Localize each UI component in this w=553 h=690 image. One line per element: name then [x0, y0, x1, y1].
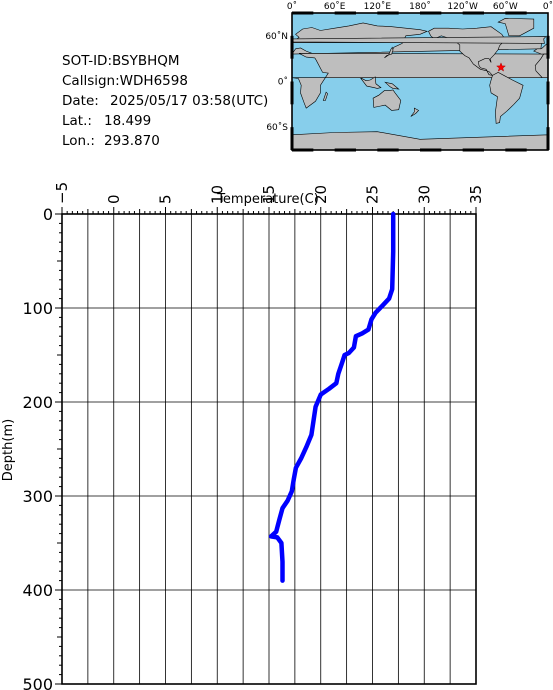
date-label: Date:	[62, 93, 99, 109]
plot-grid	[61, 213, 477, 685]
land-mass	[291, 36, 547, 44]
y-tick-label: 200	[22, 393, 53, 412]
land-mass	[372, 89, 402, 111]
x-tick-label: 25	[364, 185, 382, 204]
x-tick-label: 35	[467, 185, 485, 204]
temperature-profile	[268, 211, 396, 583]
info-callsign: Callsign:WDH6598	[62, 73, 188, 89]
lat-value: 18.499	[104, 113, 152, 129]
info-lon: Lon.: 293.870	[62, 133, 160, 149]
map-lon-label: 60˚W	[493, 1, 518, 12]
callsign-label: Callsign:	[62, 73, 120, 89]
y-tick-label: 500	[22, 675, 53, 690]
map-lon-label: 180˚	[409, 1, 431, 12]
axis-ticks	[55, 207, 477, 685]
sot-id-value: BSYBHQM	[112, 53, 180, 69]
y-tick-label: 100	[22, 299, 53, 318]
lat-label: Lat.:	[62, 113, 92, 129]
x-tick-label: 0	[105, 194, 123, 204]
land-mass	[384, 46, 394, 59]
x-tick-label: 15	[260, 185, 278, 204]
map-lon-label: 0˚	[543, 1, 553, 12]
info-lat: Lat.: 18.499	[62, 113, 151, 129]
map-lon-label: 120˚E	[364, 1, 392, 12]
y-tick-label: 0	[43, 205, 53, 224]
x-tick-label: −5	[53, 182, 71, 204]
sot-id-label: SOT-ID:	[62, 53, 112, 69]
x-tick-label: 30	[415, 185, 433, 204]
x-tick-label: 10	[208, 185, 226, 204]
land-mass	[489, 72, 524, 124]
lon-label: Lon.:	[62, 133, 95, 149]
y-axis-title: Depth(m)	[1, 419, 16, 481]
y-tick-label: 400	[22, 581, 53, 600]
temperature-series-line	[268, 211, 396, 583]
land-mass	[384, 81, 400, 90]
map-lon-label: 60˚E	[324, 1, 346, 12]
y-tick-label: 300	[22, 487, 53, 506]
info-date: Date: 2025/05/17 03:58(UTC)	[62, 93, 268, 109]
x-axis-title: Temperature(C)	[216, 192, 319, 207]
info-sot-id: SOT-ID:BSYBHQM	[62, 53, 180, 69]
map-lat-label: 60˚N	[265, 31, 288, 42]
position-star-icon	[496, 62, 506, 72]
land-mass	[360, 76, 382, 89]
map-lon-label: 120˚W	[447, 1, 478, 12]
map-lat-label: 0˚	[278, 77, 288, 88]
x-tick-label: 20	[312, 185, 330, 204]
land-mass	[410, 107, 420, 117]
land-mass	[497, 17, 535, 37]
map-lat-label: 60˚S	[266, 122, 288, 133]
map-lon-label: 0˚	[287, 1, 297, 12]
land-mass	[322, 91, 328, 101]
x-tick-label: 5	[157, 194, 175, 204]
lon-value: 293.870	[104, 133, 160, 149]
date-value: 2025/05/17 03:58(UTC)	[110, 93, 269, 109]
callsign-value: WDH6598	[119, 73, 188, 89]
world-map: 0˚ 60˚E 120˚E 180˚ 120˚W 60˚W 0˚ 60˚N 0˚ 60˚S	[265, 1, 553, 152]
